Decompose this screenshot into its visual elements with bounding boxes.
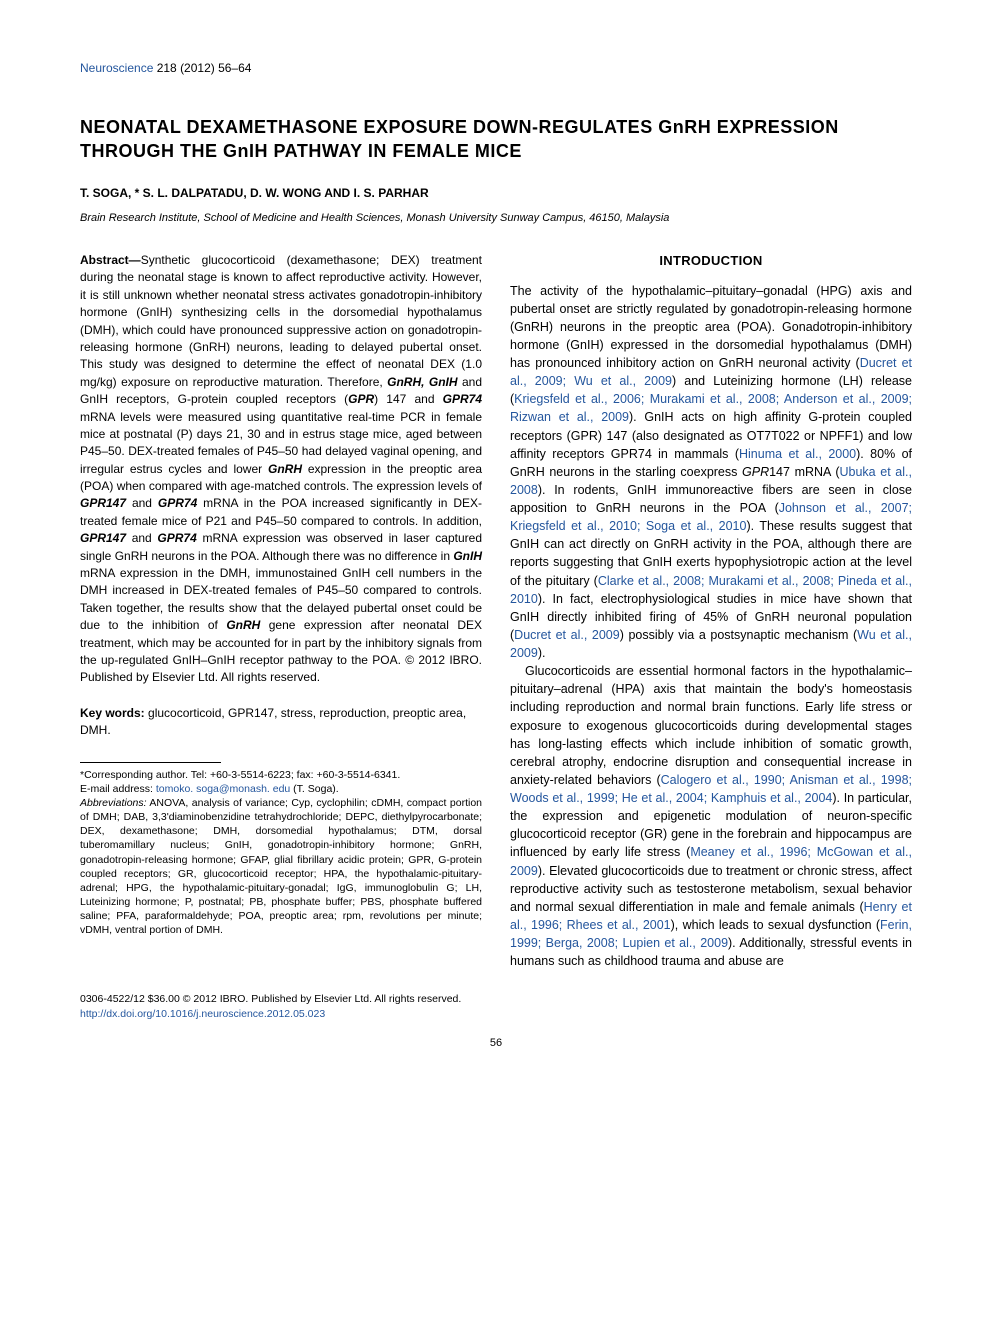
- footnote-block: *Corresponding author. Tel: +60-3-5514-6…: [80, 768, 482, 938]
- p1-t9: ) possibly via a postsynaptic mechanism …: [620, 628, 857, 642]
- abbreviations-label: Abbreviations:: [80, 797, 147, 809]
- affiliation: Brain Research Institute, School of Medi…: [80, 211, 912, 226]
- two-column-layout: Abstract—Synthetic glucocorticoid (dexam…: [80, 252, 912, 970]
- page-number: 56: [80, 1036, 912, 1051]
- corresponding-author: *Corresponding author. Tel: +60-3-5514-6…: [80, 768, 482, 782]
- abstract: Abstract—Synthetic glucocorticoid (dexam…: [80, 252, 482, 687]
- p2-t4: ), which leads to sexual dysfunction (: [671, 918, 880, 932]
- doi-link[interactable]: http://dx.doi.org/10.1016/j.neuroscience…: [80, 1008, 325, 1020]
- abstract-label: Abstract—: [80, 253, 141, 267]
- abstract-gene-9: GnIH: [453, 549, 482, 563]
- abstract-gene-3: GPR74: [443, 392, 482, 406]
- intro-body: The activity of the hypothalamic–pituita…: [510, 282, 912, 971]
- article-title: NEONATAL DEXAMETHASONE EXPOSURE DOWN-REG…: [80, 116, 912, 163]
- page-footer: 0306-4522/12 $36.00 © 2012 IBRO. Publish…: [80, 992, 912, 1021]
- intro-heading: INTRODUCTION: [510, 252, 912, 270]
- abstract-gene-10: GnRH: [226, 618, 260, 632]
- abbreviations-text: ANOVA, analysis of variance; Cyp, cyclop…: [80, 797, 482, 937]
- abstract-text-8: and: [126, 531, 157, 545]
- abstract-gene-4: GnRH: [268, 462, 302, 476]
- footnote-rule: [80, 762, 221, 763]
- p1-t1: The activity of the hypothalamic–pituita…: [510, 284, 912, 371]
- abstract-gene-7: GPR147: [80, 531, 126, 545]
- abstract-gene-5: GPR147: [80, 496, 126, 510]
- keywords: Key words: glucocorticoid, GPR147, stres…: [80, 705, 482, 740]
- email-line: E-mail address: tomoko. soga@monash. edu…: [80, 782, 482, 796]
- p2-t3: ). Elevated glucocorticoids due to treat…: [510, 864, 912, 914]
- abbreviations: Abbreviations: ANOVA, analysis of varian…: [80, 796, 482, 938]
- journal-name-link[interactable]: Neuroscience: [80, 61, 153, 75]
- email-label: E-mail address:: [80, 783, 156, 795]
- abstract-gene-1: GnRH, GnIH: [387, 375, 457, 389]
- intro-p2: Glucocorticoids are essential hormonal f…: [510, 662, 912, 970]
- left-column: Abstract—Synthetic glucocorticoid (dexam…: [80, 252, 482, 970]
- abstract-text-6: and: [126, 496, 158, 510]
- copyright-line: 0306-4522/12 $36.00 © 2012 IBRO. Publish…: [80, 992, 912, 1007]
- p2-t1: Glucocorticoids are essential hormonal f…: [510, 664, 912, 787]
- abstract-gene-2: GPR: [348, 392, 374, 406]
- right-column: INTRODUCTION The activity of the hypotha…: [510, 252, 912, 970]
- p1-t5: 147 mRNA (: [769, 465, 839, 479]
- abstract-gene-8: GPR74: [157, 531, 196, 545]
- abstract-gene-6: GPR74: [158, 496, 197, 510]
- journal-citation: 218 (2012) 56–64: [153, 61, 251, 75]
- p1-gene: GPR: [742, 465, 769, 479]
- p1-t10: ).: [538, 646, 546, 660]
- authors: T. SOGA, * S. L. DALPATADU, D. W. WONG A…: [80, 185, 912, 201]
- keywords-label: Key words:: [80, 706, 148, 720]
- abstract-text-3: ) 147 and: [374, 392, 442, 406]
- intro-p1: The activity of the hypothalamic–pituita…: [510, 282, 912, 663]
- author-email-link[interactable]: tomoko. soga@monash. edu: [156, 783, 290, 795]
- ref-link-3[interactable]: Hinuma et al., 2000: [739, 447, 856, 461]
- journal-header: Neuroscience 218 (2012) 56–64: [80, 60, 912, 76]
- abstract-text-1: Synthetic glucocorticoid (dexamethasone;…: [80, 253, 482, 389]
- ref-link-7[interactable]: Ducret et al., 2009: [514, 628, 620, 642]
- email-paren: (T. Soga).: [290, 783, 338, 795]
